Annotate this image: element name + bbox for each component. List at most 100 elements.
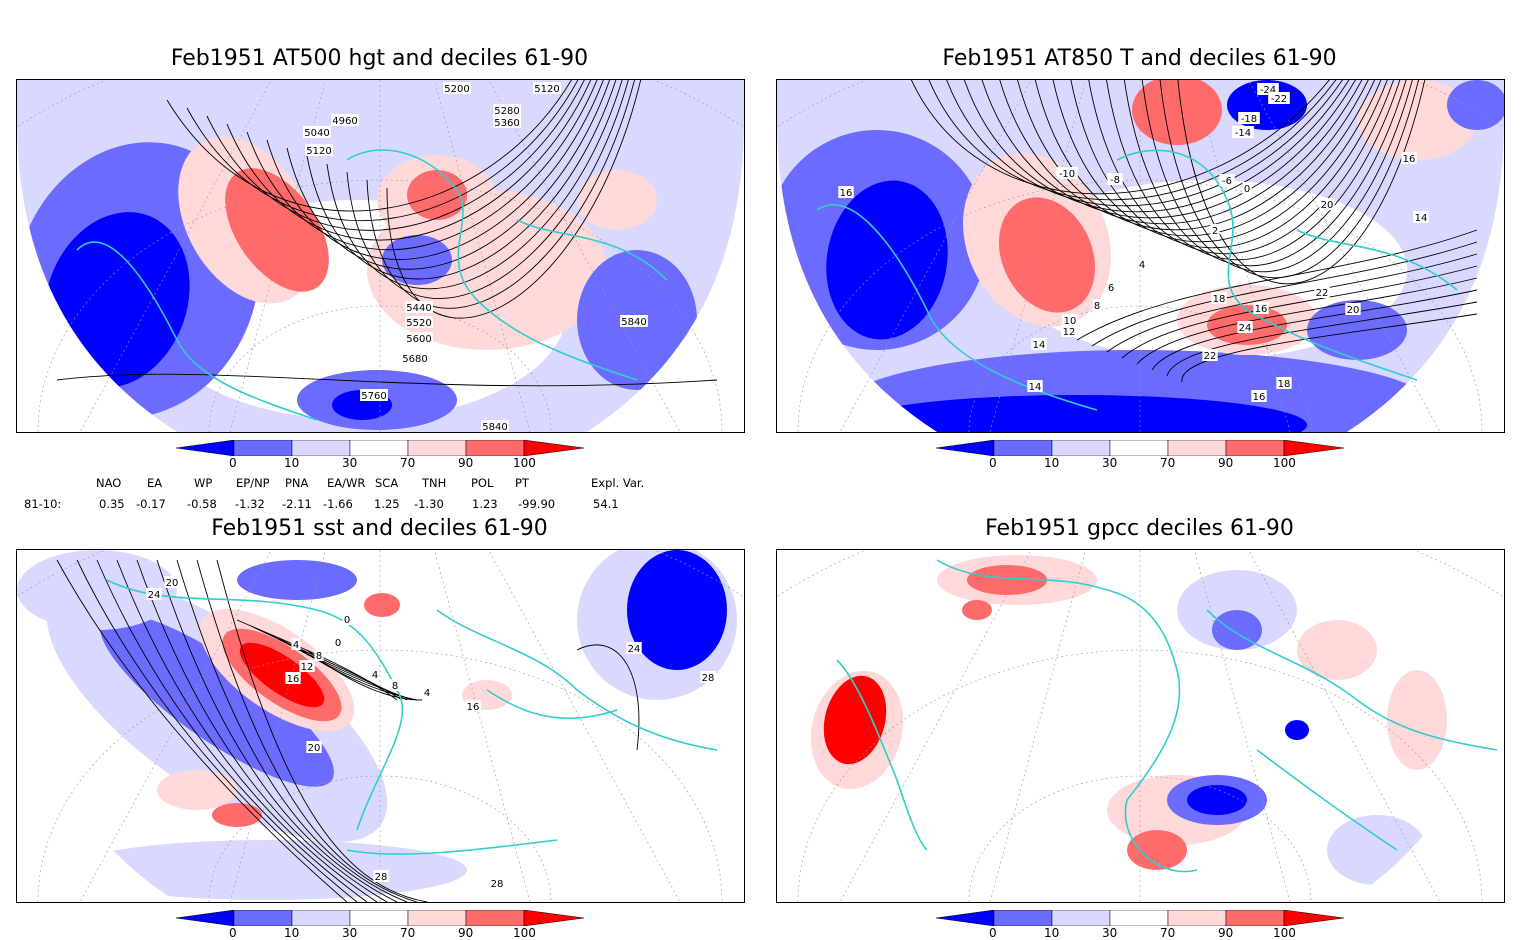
decile-shading <box>1387 670 1447 770</box>
contour-label: 4960 <box>331 114 359 127</box>
decile-shading <box>1285 720 1309 740</box>
panel-title-hgt500: Feb1951 AT500 hgt and deciles 61-90 <box>170 46 589 71</box>
contour-line <box>366 80 635 309</box>
svg-text:5040: 5040 <box>304 128 329 139</box>
longitude-grid <box>434 80 531 432</box>
svg-text:5280: 5280 <box>494 106 519 117</box>
svg-text:-18: -18 <box>1241 114 1257 125</box>
colorbar-segment <box>1051 910 1111 926</box>
contour-label: 24 <box>146 588 162 601</box>
contour-label: 8 <box>1092 299 1102 312</box>
index-name: EA/WR <box>327 476 366 490</box>
longitude-grid <box>434 550 531 902</box>
decile-shading <box>627 550 727 670</box>
contour-label: 14 <box>1031 338 1047 351</box>
svg-text:0: 0 <box>335 638 341 649</box>
contour-line <box>266 80 604 260</box>
map-t850: -24 -22 -18 -14 -10 -8 -6 0 2 4 6 8 10 12 14 14 16 16 18 20… <box>776 79 1505 433</box>
svg-text:-10: -10 <box>1059 169 1075 180</box>
contour-line <box>981 80 1356 219</box>
contour-label: 24 <box>1237 321 1253 334</box>
contour-line <box>292 643 418 701</box>
contour-line <box>1035 80 1375 237</box>
contour-line <box>1159 80 1419 279</box>
contour-label: -6 <box>1219 174 1235 187</box>
contour-label: 4 <box>1137 258 1147 271</box>
contour-label: 4 <box>370 668 380 681</box>
svg-text:22: 22 <box>1204 351 1217 362</box>
contour-line <box>1017 80 1369 231</box>
colorbar-tick-label: 10 <box>284 926 300 940</box>
index-name: PT <box>515 476 529 490</box>
decile-shading <box>497 100 657 180</box>
index-value: 1.23 <box>472 497 498 511</box>
svg-text:20: 20 <box>308 743 321 754</box>
svg-text:5120: 5120 <box>534 84 559 95</box>
decile-shading <box>157 770 237 810</box>
contour-label: 5120 <box>533 82 561 95</box>
colorbar-tick-label: 100 <box>1273 456 1296 470</box>
contour-line <box>1076 229 1478 341</box>
map-hgt500: 5120 5200 5280 5360 4960 5040 5120 5440 5520 5600… <box>16 79 745 433</box>
colorbar-segment <box>176 910 235 926</box>
colorbar-tick-label: 90 <box>1218 456 1234 470</box>
decile-shading <box>826 180 948 340</box>
decile-shading <box>1297 620 1377 680</box>
index-value: -1.32 <box>235 497 265 511</box>
index-name: TNH <box>422 476 447 490</box>
contour-line <box>236 619 398 701</box>
decile-shading <box>239 642 325 708</box>
decile-shading <box>962 600 992 620</box>
contour-label: 18 <box>1211 292 1227 305</box>
colorbar-bar <box>176 910 585 926</box>
contour-line <box>216 559 428 902</box>
map-outside <box>777 590 937 902</box>
svg-text:5840: 5840 <box>482 422 507 432</box>
svg-text:5600: 5600 <box>406 334 431 345</box>
contour-label: 0 <box>1242 182 1252 195</box>
colorbar-gpcc: 0 10 30 70 90 100 <box>936 910 1346 940</box>
colorbar-tick-label: 70 <box>1160 456 1176 470</box>
contour-label: 20 <box>164 576 180 589</box>
contour-label: 4 <box>291 638 301 651</box>
colorbar-segment <box>1109 440 1169 456</box>
svg-text:0: 0 <box>1244 184 1250 195</box>
svg-text:8: 8 <box>1094 301 1100 312</box>
index-name: WP <box>194 476 213 490</box>
colorbar-segment <box>291 910 351 926</box>
contour-label: 28 <box>373 870 389 883</box>
colorbar-tick-label: 100 <box>513 926 536 940</box>
longitude-grid <box>1194 550 1291 902</box>
svg-text:16: 16 <box>1255 304 1268 315</box>
decile-shading <box>212 803 262 827</box>
index-value: -0.17 <box>136 497 166 511</box>
map-outside <box>17 120 177 432</box>
colorbar-segment <box>407 910 467 926</box>
contour-label: 28 <box>489 877 505 890</box>
svg-text:5440: 5440 <box>406 303 431 314</box>
decile-shading <box>17 550 177 630</box>
panel-title-sst: Feb1951 sst and deciles 61-90 <box>211 516 548 541</box>
colorbar-tick-label: 70 <box>400 926 416 940</box>
svg-text:20: 20 <box>1321 200 1334 211</box>
contour-line <box>1091 241 1478 347</box>
colorbar-tick-label: 70 <box>1160 926 1176 940</box>
colorbar-segment <box>1225 440 1285 456</box>
svg-text:12: 12 <box>301 662 314 673</box>
svg-text:5760: 5760 <box>361 391 386 402</box>
svg-text:-24: -24 <box>1260 85 1276 96</box>
contour-line <box>964 80 1350 213</box>
contour-line <box>186 80 579 222</box>
svg-text:16: 16 <box>1403 154 1416 165</box>
svg-text:5200: 5200 <box>444 84 469 95</box>
contour-line <box>166 80 572 212</box>
svg-text:18: 18 <box>1278 379 1291 390</box>
contour-label: 16 <box>1251 390 1267 403</box>
colorbar-sst: 0 10 30 70 90 100 <box>176 910 586 940</box>
colorbar-tick-label: 90 <box>458 456 474 470</box>
contour-line <box>1181 313 1478 383</box>
index-value: -0.58 <box>187 497 217 511</box>
contour-line <box>1141 80 1413 273</box>
colorbar-tick-label: 10 <box>1044 456 1060 470</box>
svg-text:4: 4 <box>1139 260 1145 271</box>
